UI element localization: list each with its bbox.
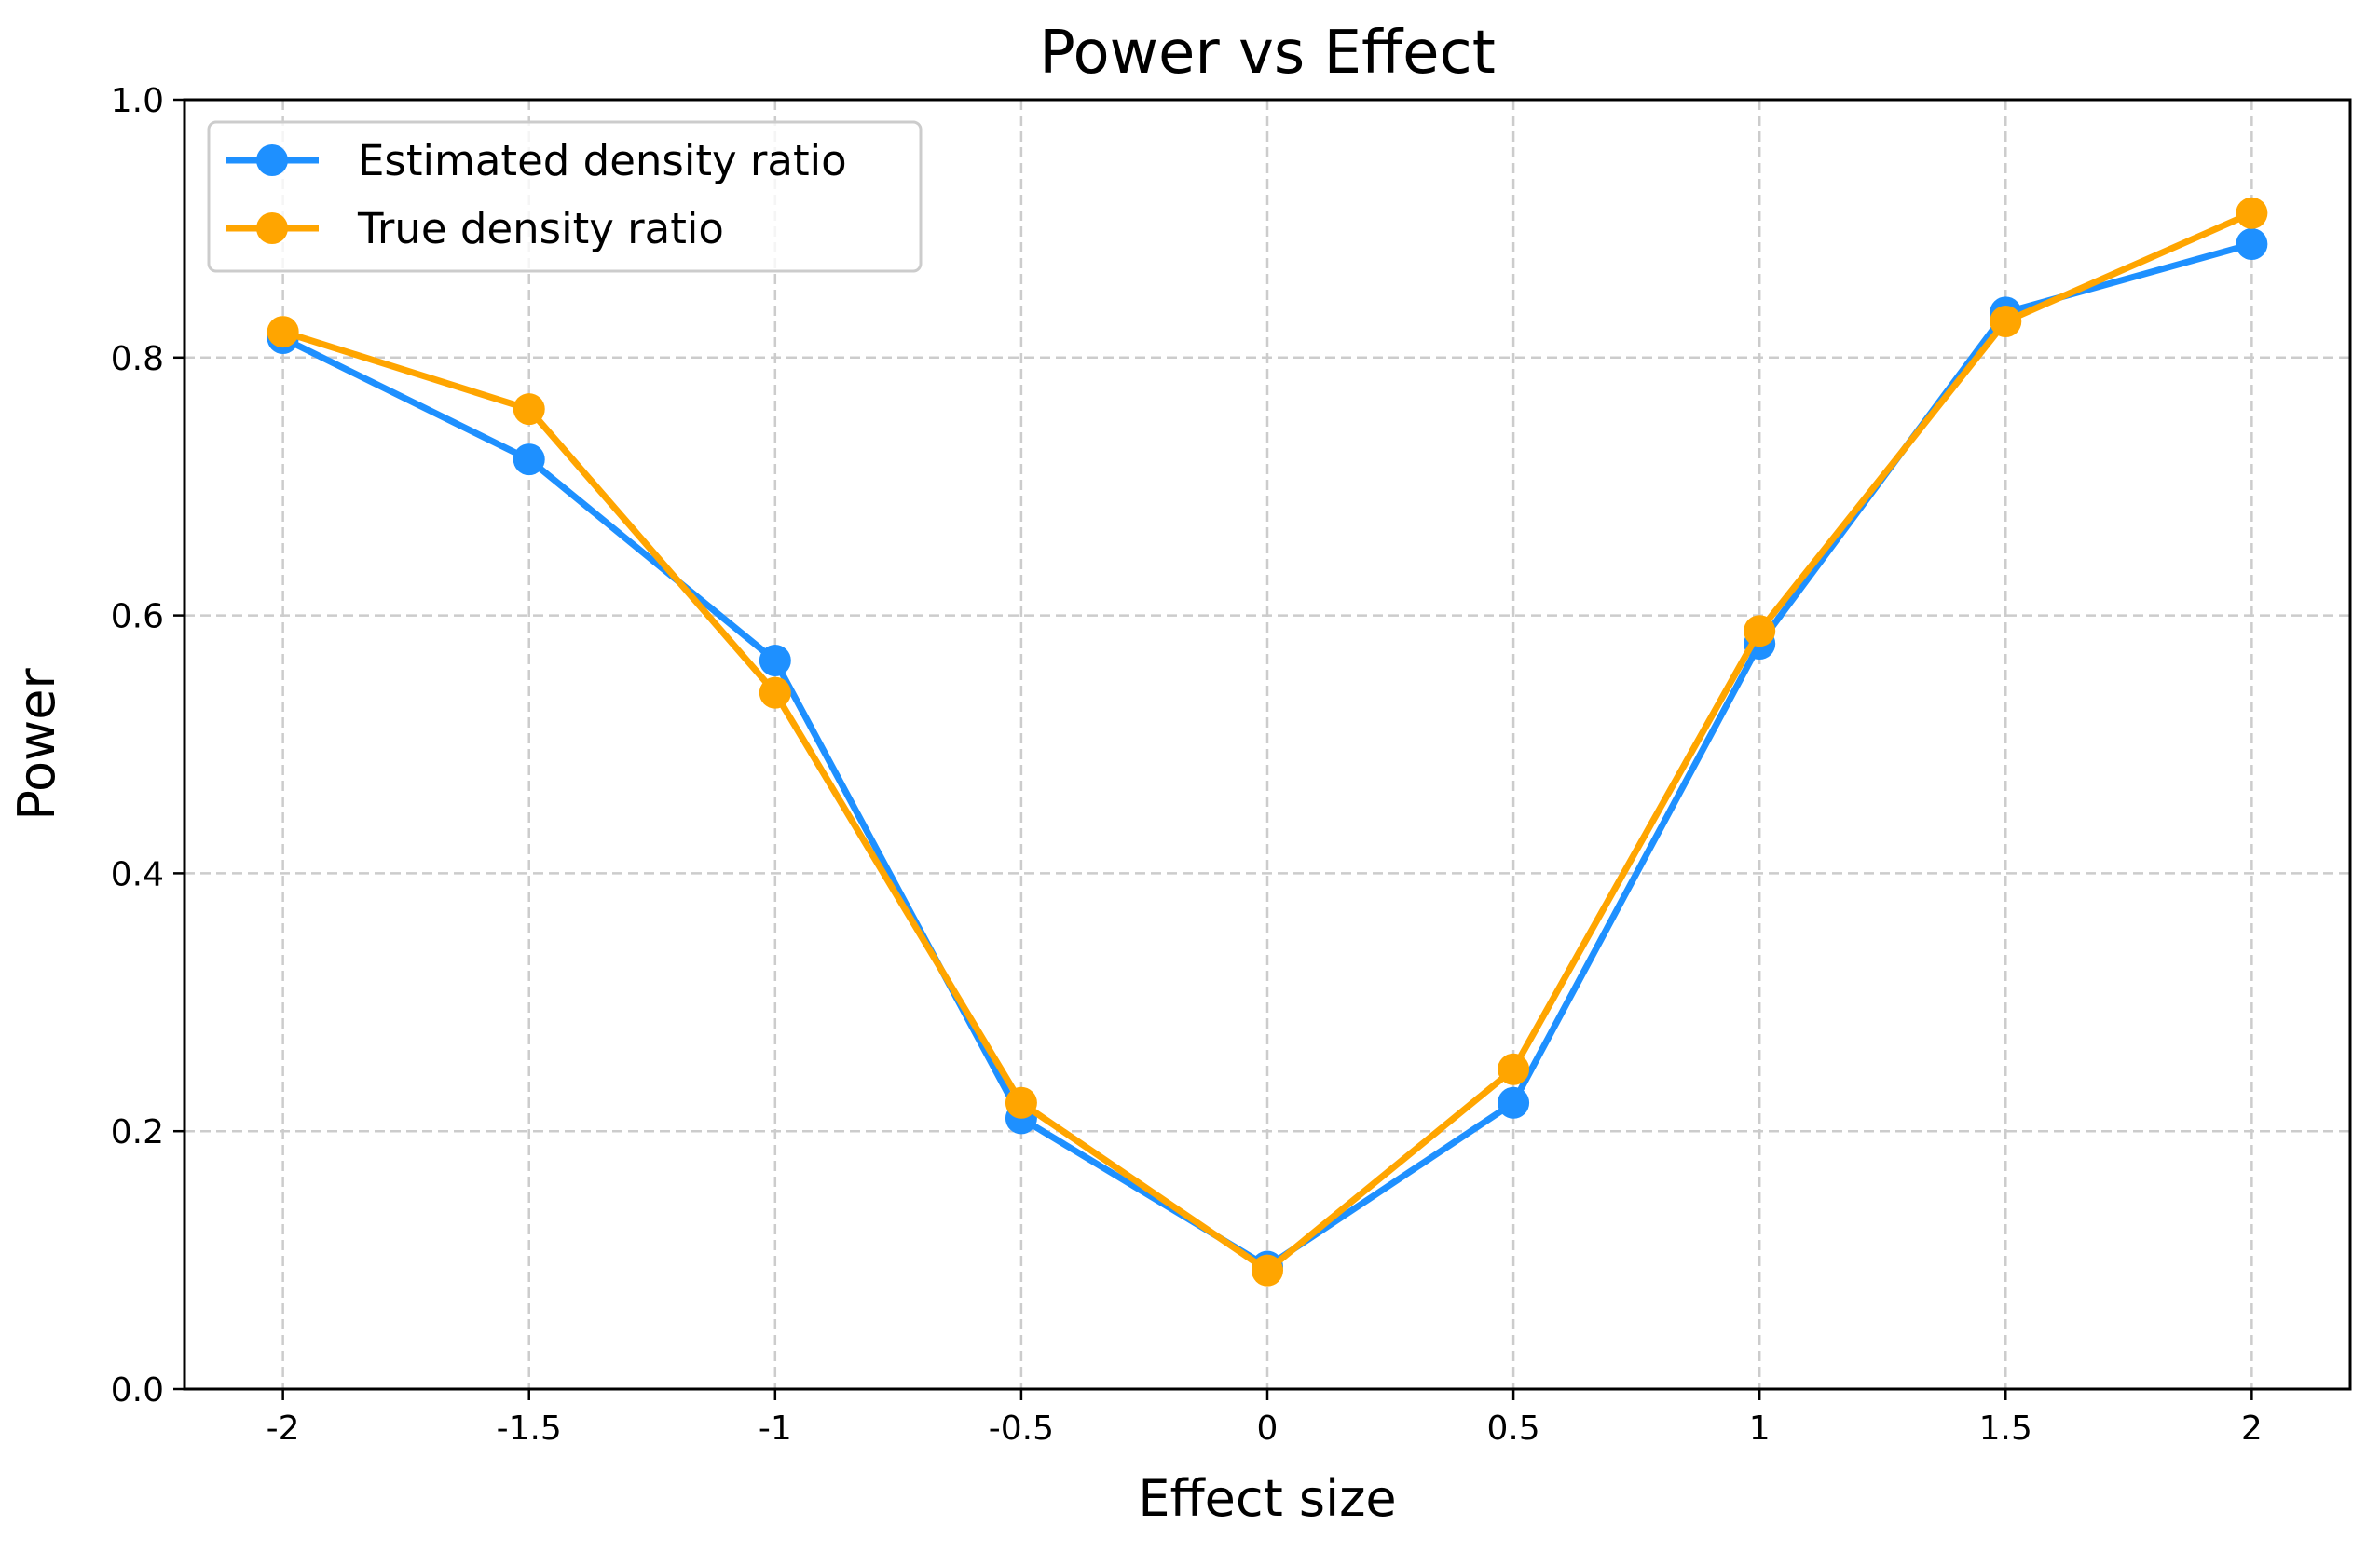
legend-entry: True density ratio xyxy=(226,204,724,253)
y-tick-label: 0.2 xyxy=(111,1113,164,1151)
legend-marker xyxy=(256,144,288,176)
data-point xyxy=(513,393,545,426)
y-tick-label: 0.6 xyxy=(111,598,164,636)
x-tick-label: -2 xyxy=(267,1410,300,1448)
series-group xyxy=(267,197,2268,1287)
legend-box xyxy=(207,120,923,273)
series-2 xyxy=(267,197,2268,1287)
legend: Estimated density ratio True density rati… xyxy=(207,120,923,273)
y-axis-title: Power xyxy=(7,668,66,821)
data-point xyxy=(1005,1086,1037,1119)
x-tick-label: -0.5 xyxy=(989,1410,1054,1448)
data-point xyxy=(759,676,791,709)
data-point xyxy=(513,443,545,476)
data-point xyxy=(2236,197,2268,229)
x-tick-label: 1.5 xyxy=(1979,1410,2032,1448)
x-tick-label: 2 xyxy=(2241,1410,2263,1448)
y-axis-ticks: 0.0 0.2 0.4 0.6 0.8 1.0 xyxy=(111,82,185,1410)
legend-items: Estimated density ratio True density rati… xyxy=(226,136,847,253)
x-axis-title: Effect size xyxy=(1138,1469,1396,1528)
data-point xyxy=(1744,615,1776,647)
data-point xyxy=(2236,228,2268,261)
legend-entry: Estimated density ratio xyxy=(226,136,847,185)
y-tick-label: 0.8 xyxy=(111,340,164,378)
x-tick-label: 0.5 xyxy=(1486,1410,1539,1448)
x-tick-label: 0 xyxy=(1257,1410,1279,1448)
data-point xyxy=(759,645,791,677)
chart-title: Power vs Effect xyxy=(1039,19,1496,88)
data-point xyxy=(267,316,299,348)
data-point xyxy=(1990,306,2022,338)
y-tick-label: 0.0 xyxy=(111,1371,164,1410)
data-point xyxy=(1498,1086,1530,1119)
data-point xyxy=(1498,1053,1530,1085)
x-tick-label: -1 xyxy=(759,1410,792,1448)
y-tick-label: 0.4 xyxy=(111,855,164,893)
legend-label: Estimated density ratio xyxy=(358,136,847,185)
x-axis-ticks: -2 -1.5 -1 -0.5 0 0.5 1 1.5 2 xyxy=(267,1389,2263,1448)
x-tick-label: -1.5 xyxy=(497,1410,562,1448)
x-tick-label: 1 xyxy=(1749,1410,1771,1448)
legend-label: True density ratio xyxy=(357,204,724,253)
data-point xyxy=(1252,1254,1283,1287)
y-tick-label: 1.0 xyxy=(111,82,164,120)
legend-marker xyxy=(256,212,288,244)
